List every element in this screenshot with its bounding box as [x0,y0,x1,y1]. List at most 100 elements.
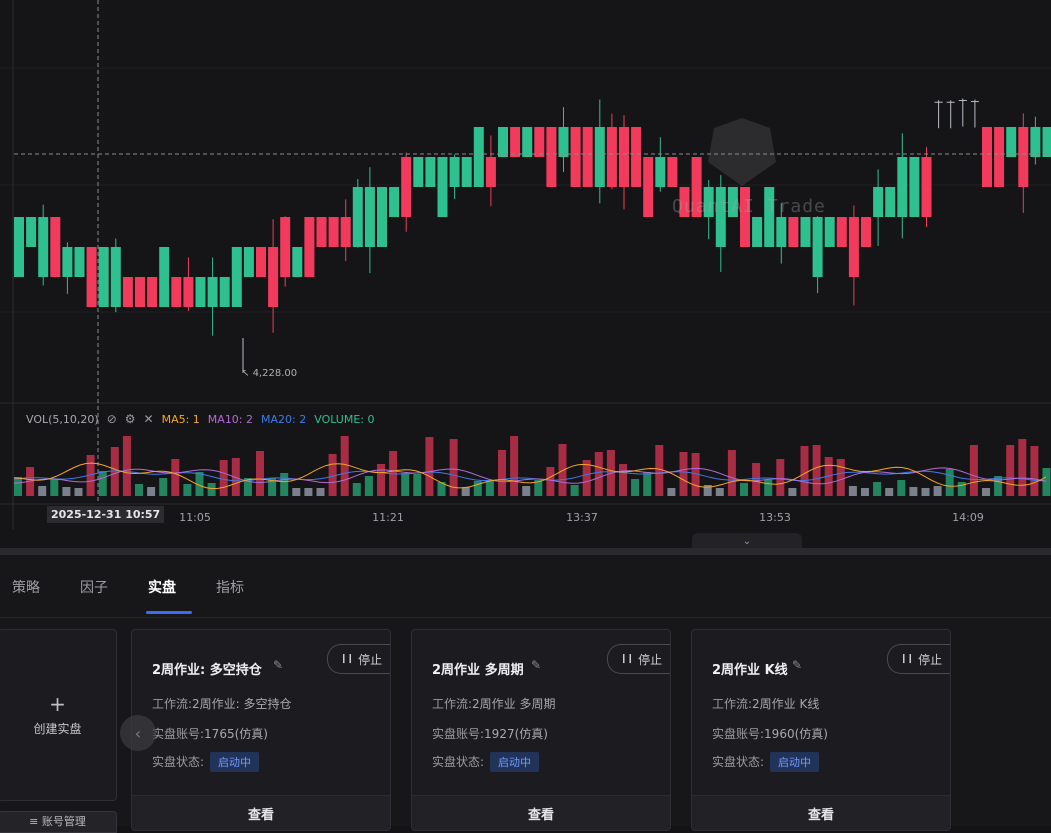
volume-bar [934,486,942,496]
edit-icon[interactable]: ✎ [792,658,802,672]
candle-body [329,217,339,247]
status-row: 实盘状态: 启动中 [432,752,539,772]
create-live-trading-label: 创建实盘 [33,720,81,737]
candle-body [861,217,871,247]
volume-bar [885,488,893,496]
candle-body [619,127,629,187]
candle-body [837,217,847,247]
candlestick-svg[interactable] [0,0,1051,548]
candle-body [425,157,435,187]
candle-body [244,247,254,277]
tab-live-trading[interactable]: 实盘 [148,577,176,597]
volume-bar [99,471,107,496]
view-button[interactable]: 查看 [692,795,950,830]
volume-bar [559,444,567,496]
candle-body [885,187,895,217]
candle-body [559,127,569,157]
collapse-chart-button[interactable]: ⌄ [692,533,802,549]
volume-indicator-name: VOL(5,10,20) [26,413,99,426]
create-live-trading-button[interactable]: + 创建实盘 [0,629,117,801]
volume-bar [171,459,179,496]
time-axis-label: 11:21 [372,511,404,524]
candle-body [631,127,641,187]
candle-body [50,217,60,277]
volume-bar [788,488,796,496]
candle-body [377,187,387,247]
volume-bar [970,445,978,496]
candle-body [510,127,520,157]
volume-bar [994,476,1002,496]
volume-bar [764,480,772,496]
account-row: 实盘账号:1765(仿真) [152,725,268,742]
candle-body [341,217,351,247]
candle-body [26,217,36,247]
status-badge: 启动中 [770,752,819,772]
chevron-down-icon: ⌄ [743,536,751,547]
stop-button[interactable]: ❙❙停止 [607,644,671,674]
stop-button[interactable]: ❙❙停止 [327,644,391,674]
live-trading-card: 2周作业 K线 ✎ ❙❙停止 工作流:2周作业 K线 实盘账号:1960(仿真)… [691,629,951,831]
candle-body [849,217,859,277]
candle-body [353,187,363,247]
account-management-button[interactable]: ≡ 账号管理 [0,811,117,833]
candle-body [304,217,314,277]
volume-bar [38,486,46,496]
status-badge: 启动中 [490,752,539,772]
edit-icon[interactable]: ✎ [531,658,541,672]
volume-bar [716,488,724,496]
volume-bar [837,459,845,496]
tab-strategy[interactable]: 策略 [12,577,40,597]
edit-icon[interactable]: ✎ [273,658,283,672]
volume-bar [147,487,155,496]
candle-body [317,217,327,247]
volume-bar [1030,446,1038,496]
volume-bar [413,474,421,496]
candle-body [522,127,532,157]
panel-divider[interactable] [0,548,1051,555]
kline-chart[interactable]: QuantAI Trade ↖ 4,228.00 VOL(5,10,20) ⊘ … [0,0,1051,548]
workflow-label: 工作流: [712,697,752,711]
candle-body [232,247,242,307]
candle-body [14,217,24,277]
tab-factor[interactable]: 因子 [80,577,108,597]
pause-icon: ❙❙ [340,654,353,664]
stop-button[interactable]: ❙❙停止 [887,644,951,674]
candle-body [897,157,907,217]
candle-body [87,247,97,307]
view-button[interactable]: 查看 [132,795,390,830]
candle-body [788,217,798,247]
eye-off-icon[interactable]: ⊘ [107,412,117,426]
candle-body [147,277,157,307]
view-button[interactable]: 查看 [412,795,670,830]
candle-body [196,277,206,307]
volume-bar [50,479,58,496]
account-value: 1927(仿真) [484,727,548,741]
status-row: 实盘状态:启动中 [712,752,819,772]
volume-bar [510,436,518,496]
time-axis-label: 13:53 [759,511,791,524]
volume-bar [740,483,748,496]
status-label: 实盘状态: [432,755,484,769]
volume-bar [861,488,869,496]
volume-bar [365,476,373,496]
candle-body [982,127,992,187]
close-icon[interactable]: ✕ [144,412,154,426]
candle-body [1043,127,1051,157]
watermark-logo [708,118,776,186]
tab-indicator[interactable]: 指标 [216,577,244,597]
candle-body [752,217,762,247]
volume-bar [982,488,990,496]
status-row: 实盘状态:启动中 [152,752,259,772]
volume-bar [317,488,325,496]
volume-bar [329,454,337,496]
candle-body [498,127,508,157]
volume-bar [873,482,881,496]
workflow-row: 工作流:2周作业 多周期 [432,695,556,712]
account-label: 实盘账号: [152,727,204,741]
candle-body [1006,127,1016,157]
candle-body [922,157,932,217]
panel-tabs: 策略 因子 实盘 指标 [0,555,1051,618]
gear-icon[interactable]: ⚙ [125,412,136,426]
prev-arrow-icon[interactable]: ‹ [120,715,156,751]
ma5-line [14,463,1046,489]
